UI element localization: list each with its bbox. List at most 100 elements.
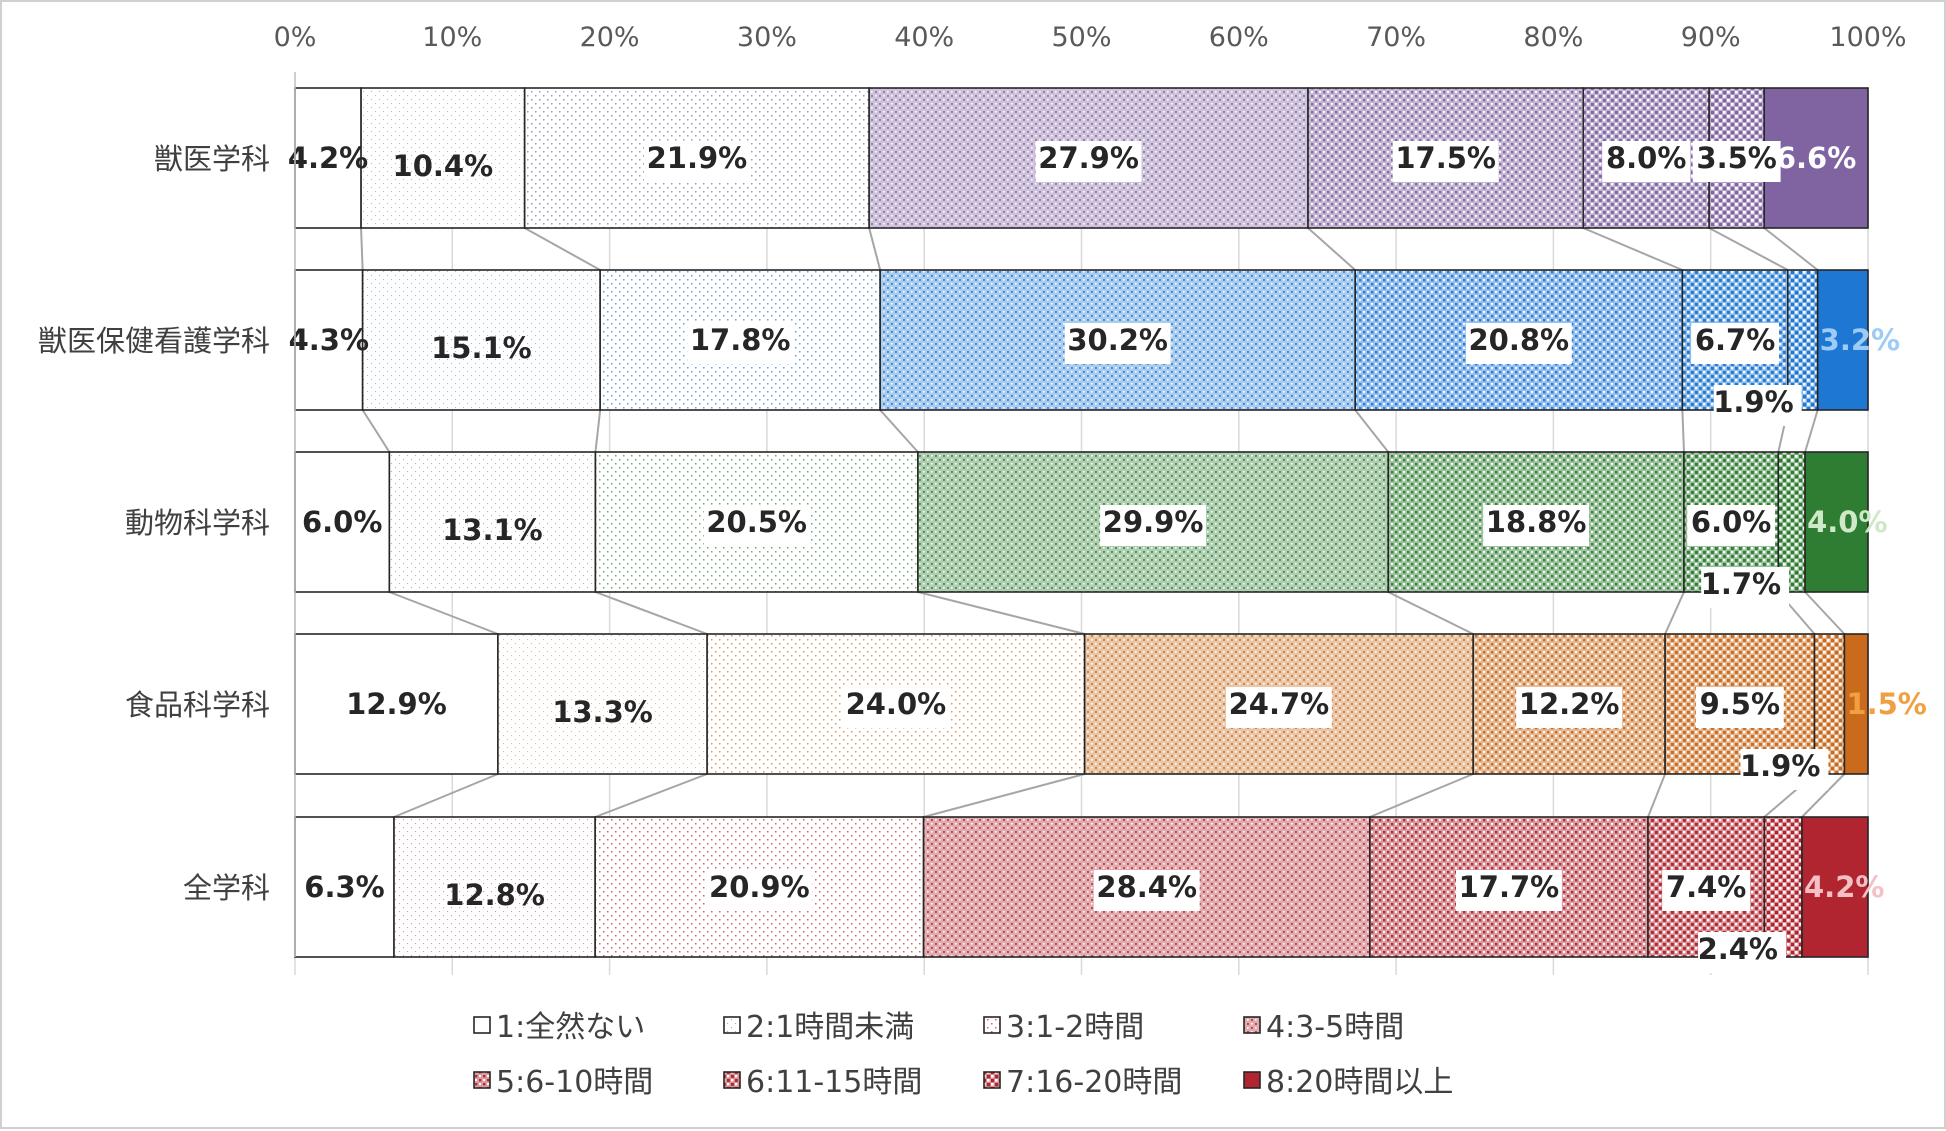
data-label-text: 13.1% [442,513,543,547]
data-label-background [1740,749,1829,790]
data-label: 6.0% [1687,505,1776,546]
legend-label: 4:3-5時間 [1266,1010,1404,1045]
data-label-text: 1.9% [1740,749,1820,783]
data-label-background [842,687,949,728]
data-label-background [1701,567,1790,608]
series-connector-line [1664,591,1685,635]
data-label: 12.9% [346,687,447,721]
series-connector-line [1801,773,1846,818]
data-label: 13.1% [442,513,543,547]
data-label-text: 6.3% [304,870,384,904]
legend-item: 5:6-10時間 [473,1065,653,1100]
data-label-background [1695,687,1784,728]
data-label-text: 20.9% [709,870,810,904]
data-label: 4.3% [289,323,369,357]
data-label: 6.0% [302,505,382,539]
bar-segment [1816,269,1869,411]
data-label-background [1483,505,1590,546]
data-label-background [1455,870,1562,911]
data-label-background [706,870,813,911]
bar-segment [393,816,596,958]
legend-label: 7:16-20時間 [1006,1065,1182,1100]
x-tick-label: 80% [1523,22,1583,53]
data-label: 21.9% [643,141,750,182]
series-connector-line [1647,773,1667,818]
legend-item: 6:11-15時間 [723,1065,922,1100]
data-label-text: 28.4% [1096,870,1197,904]
data-label-background [1100,505,1207,546]
bar-segment [1801,816,1869,958]
x-tick-label: 50% [1051,22,1111,53]
data-label-text: 9.5% [1700,687,1780,721]
data-label-text: 15.1% [431,331,532,365]
data-label-background [1713,385,1802,426]
data-label-text: 6.6% [1776,141,1856,175]
data-label: 24.0% [842,687,949,728]
data-label-background [1516,687,1623,728]
legend-item: 2:1時間未満 [723,1010,914,1045]
data-label-background [1093,870,1200,911]
data-label: 3.5% [1692,141,1781,182]
legend-swatch [983,1016,1001,1034]
data-label-text: 17.8% [690,323,791,357]
data-label-text: 6.0% [1691,505,1771,539]
series-connector-line [868,227,882,271]
legend-label: 3:1-2時間 [1006,1010,1144,1045]
data-label-text: 18.8% [1486,505,1587,539]
series-connector-line [393,773,499,818]
legend-swatch [1243,1071,1261,1089]
data-label-background [703,505,810,546]
legend-swatch [723,1071,741,1089]
series-connector-line [1369,773,1474,818]
x-tick-label: 0% [274,22,317,53]
legend-item: 3:1-2時間 [983,1010,1144,1045]
series-connector-line [389,591,499,635]
data-label: 9.5% [1695,687,1784,728]
data-label-text: 4.2% [1804,870,1884,904]
data-label: 3.2% [1820,323,1900,357]
data-label: 29.9% [1100,505,1207,546]
bar-segment [1804,451,1869,593]
data-label: 4.2% [1804,870,1884,904]
data-label-text: 1.7% [1701,567,1781,601]
series-connector-line [360,227,364,271]
series-connector-line [923,773,1085,818]
data-label-text: 6.0% [302,505,382,539]
category-label: 全学科 [183,871,270,905]
legend-label: 2:1時間未満 [746,1010,914,1045]
data-label: 27.9% [1035,141,1142,182]
data-label: 6.7% [1691,323,1780,364]
x-tick-label: 20% [580,22,640,53]
data-label: 28.4% [1093,870,1200,911]
axes: 0% 10% 20% 30% 40% 50% 60% 70% 80% 90% 100% 獣医学科獣医保… [38,22,1907,957]
data-label-text: 21.9% [647,141,748,175]
series-connector-line [1681,409,1685,453]
data-label-text: 8.0% [1606,141,1686,175]
bar-segment [294,633,499,775]
data-label-text: 10.4% [393,149,494,183]
category-label: 食品科学科 [125,688,270,722]
legend-swatch [473,1016,491,1034]
data-label-background [1035,141,1142,182]
data-label-text: 3.2% [1820,323,1900,357]
bar-segment [1354,269,1684,411]
data-label-text: 6.7% [1695,323,1775,357]
data-label-background [1698,932,1786,973]
data-label-background [1602,141,1691,182]
data-label-text: 4.3% [289,323,369,357]
data-label-background [1465,323,1572,364]
bars [294,87,1869,958]
x-tick-label: 90% [1681,22,1741,53]
data-label: 17.5% [1392,141,1499,182]
x-tick-label: 30% [737,22,797,53]
series-connector-line [879,409,919,453]
data-label-text: 1.5% [1846,687,1926,721]
data-label-text: 4.0% [1807,505,1887,539]
series-connector-line [595,591,708,635]
data-label: 1.5% [1846,687,1926,721]
legend-item: 1:全然ない [473,1010,645,1045]
data-label-text: 2.4% [1698,932,1778,966]
data-label-background [1687,505,1776,546]
legend-label: 8:20時間以上 [1266,1065,1453,1100]
